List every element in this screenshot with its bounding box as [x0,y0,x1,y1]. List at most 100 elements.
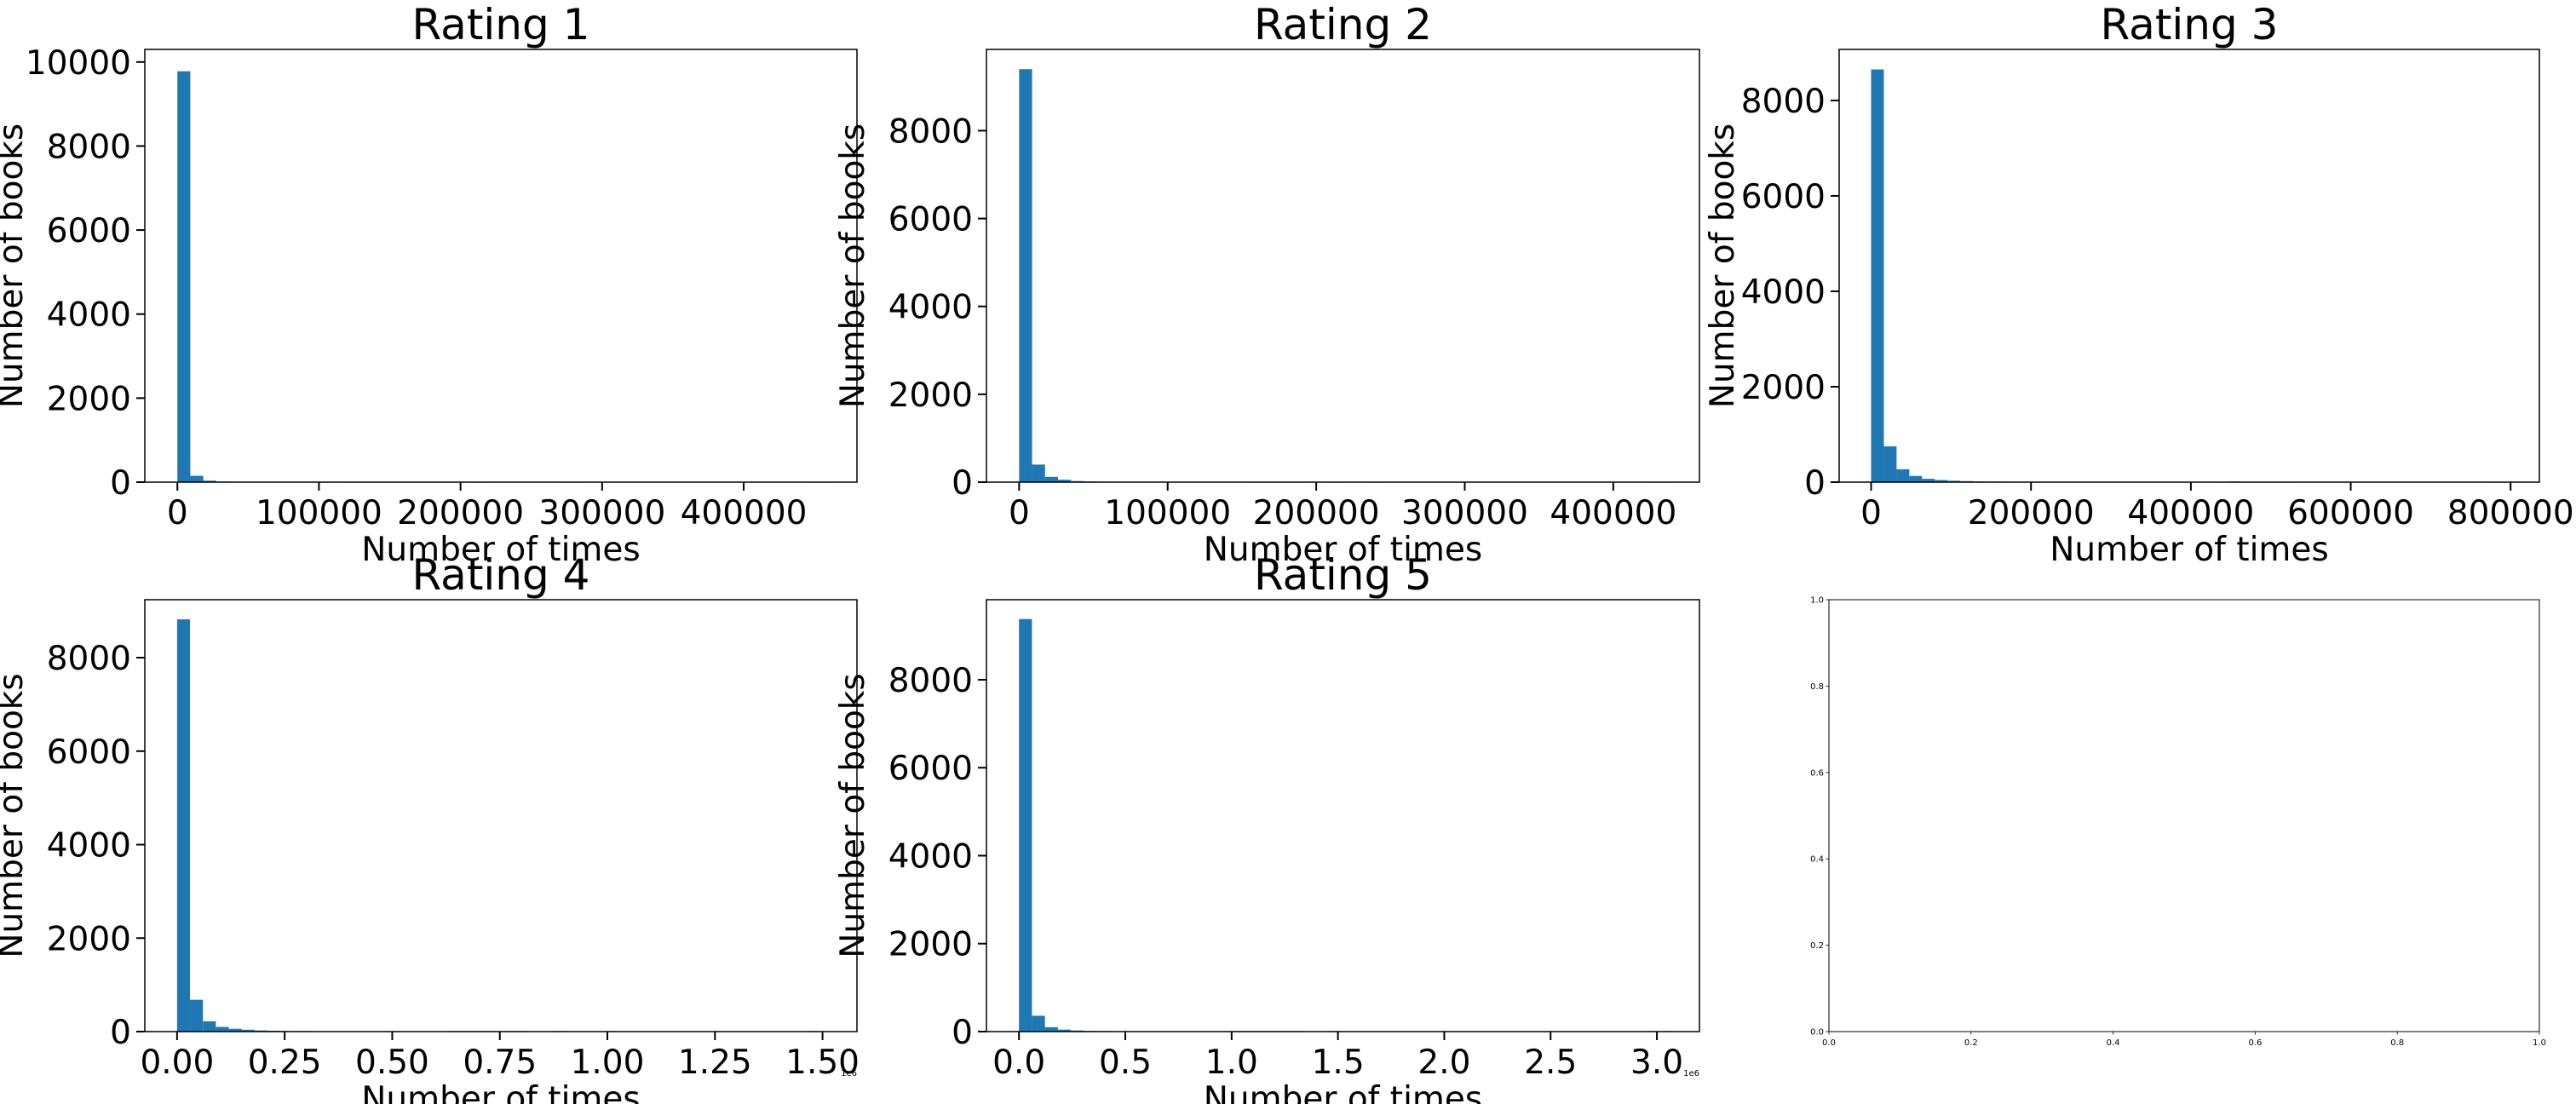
histogram-bar [176,619,191,1032]
x-tick-label: 100000 [1104,494,1231,532]
x-tick-label: 0.25 [248,1044,322,1082]
y-tick-label: 6000 [888,750,973,788]
subplot-4: 0.00 0.25 0.50 0.75 1.00 1.25 1.50 0 2000 4000 600… [0,550,860,1104]
y-tick-label: 4000 [888,837,973,876]
x-axis-label: Number of times [361,1080,640,1104]
x-tick-label: 3.0 [1630,1044,1683,1082]
y-tick-label: 8000 [888,112,973,151]
axes-frame [144,49,858,483]
x-axis-label: Number of times [2050,531,2328,569]
histogram-bar [1871,69,1884,483]
x-axis-label: Number of times [1204,531,1482,569]
x-tick-label: 0 [1009,494,1030,532]
x-tick-label: 600000 [2287,494,2414,532]
y-axis-label: Number of books [0,124,31,408]
y-tick-label: 0.6 [1810,768,1824,778]
subplot-3: 0 200000 400000 600000 800000 0 2000 4000 6000 80… [1704,0,2574,569]
histogram-bar [1058,480,1072,482]
y-tick-label: 0.4 [1810,855,1824,865]
histogram-bar [1935,480,1948,482]
histogram-bar [203,1021,216,1032]
x-tick-label: 1.25 [678,1044,752,1082]
x-tick-label: 200000 [397,494,524,532]
y-tick-label: 4000 [1741,273,1826,312]
y-tick-label: 4000 [47,296,131,335]
histogram-bar [1947,480,1961,482]
axes-frame [1828,599,2540,1032]
x-tick-label: 0.50 [355,1044,429,1082]
x-tick-label: 0.8 [2390,1038,2404,1048]
x-tick-label: 200000 [1253,494,1380,532]
x-tick-label: 400000 [681,494,808,532]
histogram-bar [203,480,216,482]
x-tick-label: 1.0 [1205,1044,1258,1082]
x-tick-label: 1.0 [2533,1038,2546,1048]
y-tick-label: 0 [1804,464,1826,503]
x-tick-label: 1.00 [571,1044,645,1082]
y-tick-label: 0 [952,464,973,503]
y-tick-label: 2000 [47,920,131,958]
axes-frame [986,49,1700,483]
subplot-1: 0 100000 200000 300000 400000 0 2000 4000 6000 80… [0,0,858,569]
axes-frame [986,599,1700,1032]
y-tick-label: 2000 [888,926,973,964]
histogram-bar [1896,469,1910,482]
histogram-bar [1044,476,1059,482]
y-tick-label: 4000 [47,827,131,865]
y-tick-label: 0.2 [1810,941,1824,951]
x-tick-label: 0.2 [1964,1038,1978,1048]
chart-title: Rating 3 [2101,0,2279,49]
y-tick-label: 6000 [1741,178,1826,216]
y-tick-label: 10000 [26,44,131,83]
histogram-bar [228,1028,242,1032]
y-tick-label: 8000 [47,640,131,678]
histogram-bar [241,1029,255,1032]
y-tick-label: 4000 [888,289,973,327]
y-tick-label: 0.8 [1810,682,1824,692]
x-tick-label: 300000 [538,494,665,532]
x-tick-label: 2.0 [1417,1044,1470,1082]
x-tick-label: 0 [1860,494,1882,532]
subplot-2: 0 100000 200000 300000 400000 0 2000 4000 6000 80… [834,0,1700,569]
x-tick-label: 0.0 [992,1044,1045,1082]
x-tick-label: 2.5 [1524,1044,1577,1082]
x-offset-label: 1e6 [1683,1069,1699,1078]
subplot-5: 0.0 0.5 1.0 1.5 2.0 2.5 3.0 0 2000 4000 6000 8000 1e… [834,550,1700,1104]
x-tick-label: 0 [167,494,188,532]
x-tick-label: 0.00 [140,1044,214,1082]
axes-frame [144,599,858,1032]
y-tick-label: 8000 [1741,83,1826,121]
histogram-bar [216,1026,229,1032]
histogram-bar [1019,69,1032,483]
x-tick-label: 1.5 [1312,1044,1365,1082]
x-tick-label: 200000 [1968,494,2095,532]
chart-title: Rating 1 [412,0,590,49]
y-axis-label: Number of books [1704,124,1742,408]
histogram-bar [177,71,191,483]
x-tick-label: 300000 [1401,494,1528,532]
y-tick-label: 0.0 [1810,1028,1824,1038]
histogram-bar [1044,1026,1058,1032]
histogram-bar [1922,479,1935,482]
x-tick-label: 0.75 [463,1044,537,1082]
subplot-6: 0.0 0.2 0.4 0.6 0.8 1.0 0.0 0.2 0.4 0.6 0.8 1.0 [1810,596,2546,1049]
x-tick-label: 800000 [2447,494,2574,532]
y-tick-label: 8000 [888,662,973,700]
y-tick-label: 2000 [47,380,131,418]
y-tick-label: 6000 [47,733,131,772]
histogram-bar [1883,446,1897,482]
axes-frame [1838,49,2540,483]
x-offset-label: 1e6 [841,1069,857,1078]
y-tick-label: 6000 [888,201,973,239]
histogram-bar [1019,618,1032,1032]
y-axis-label: Number of books [834,673,872,957]
x-tick-label: 0.0 [1822,1038,1836,1048]
chart-title: Rating 5 [1254,550,1432,600]
y-tick-label: 0 [110,464,131,503]
histogram-bars [176,619,823,1032]
y-tick-label: 1.0 [1810,596,1824,606]
x-axis-label: Number of times [1204,1080,1482,1104]
x-tick-label: 0.6 [2248,1038,2262,1048]
